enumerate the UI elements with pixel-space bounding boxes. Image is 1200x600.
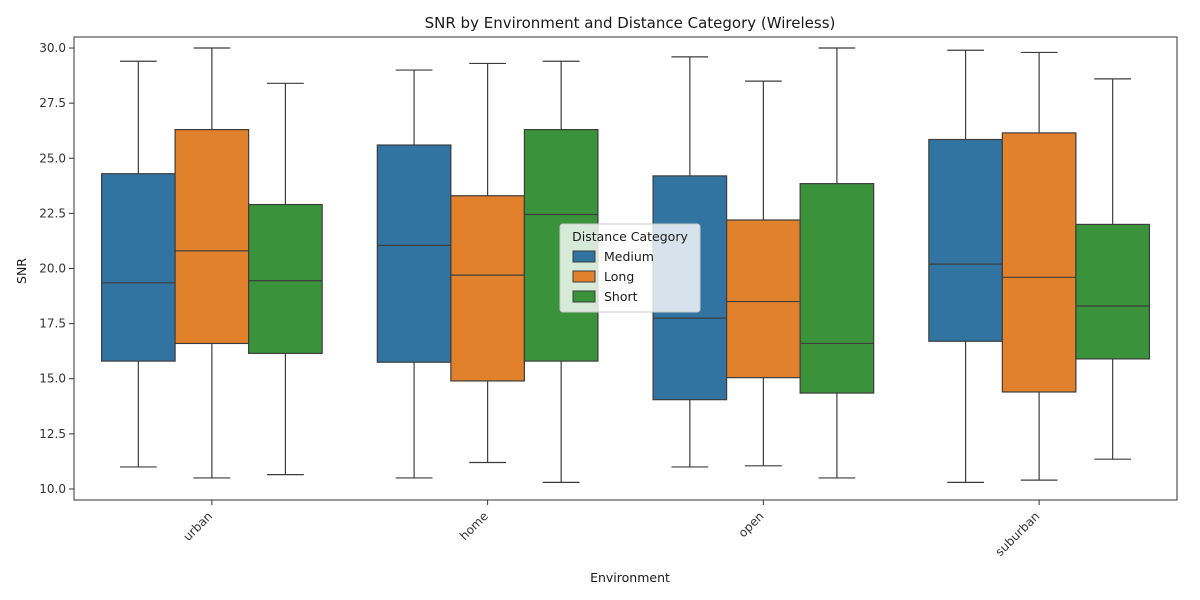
box-medium-home bbox=[376, 69, 452, 479]
box-long-suburban bbox=[1001, 51, 1077, 481]
box-long-open bbox=[726, 80, 801, 467]
legend-swatch-medium bbox=[572, 250, 596, 263]
y-tick-label: 27.5 bbox=[39, 96, 66, 110]
box-iqr bbox=[248, 203, 323, 354]
box-long-home bbox=[450, 62, 525, 464]
legend-swatch-long bbox=[572, 270, 596, 283]
box-short-open bbox=[799, 47, 875, 479]
legend-frame bbox=[559, 223, 701, 313]
x-tick-label: suburban bbox=[993, 509, 1043, 559]
chart-title: SNR by Environment and Distance Category… bbox=[425, 14, 836, 32]
legend-label-long: Long bbox=[604, 269, 634, 284]
box-plots bbox=[100, 47, 1151, 483]
x-tick-label: home bbox=[457, 509, 491, 543]
y-axis: 10.0 12.5 15.0 17.5 20.0 22.5 25.0 27.5 30.0 bbox=[39, 41, 74, 496]
box-iqr bbox=[928, 138, 1003, 342]
legend-title: Distance Category bbox=[572, 229, 688, 244]
box-short-suburban bbox=[1075, 78, 1151, 460]
box-iqr bbox=[174, 129, 250, 345]
x-axis-label: Environment bbox=[590, 570, 670, 585]
legend-swatch-short bbox=[572, 290, 596, 303]
legend: Distance Category Medium Long Short bbox=[559, 223, 701, 313]
box-iqr bbox=[726, 219, 801, 379]
box-iqr bbox=[1001, 132, 1077, 393]
y-tick-label: 30.0 bbox=[39, 41, 66, 55]
box-iqr bbox=[450, 195, 525, 382]
x-tick-label: open bbox=[736, 509, 767, 540]
y-tick-label: 15.0 bbox=[39, 372, 66, 386]
box-iqr bbox=[100, 173, 176, 362]
legend-label-medium: Medium bbox=[604, 249, 654, 264]
box-iqr bbox=[799, 183, 875, 394]
y-tick-label: 12.5 bbox=[39, 427, 66, 441]
y-tick-label: 22.5 bbox=[39, 206, 66, 220]
y-tick-label: 20.0 bbox=[39, 262, 66, 276]
y-tick-label: 17.5 bbox=[39, 317, 66, 331]
box-iqr bbox=[1075, 223, 1151, 360]
box-long-urban bbox=[174, 47, 250, 479]
legend-label-short: Short bbox=[604, 289, 638, 304]
y-axis-label: SNR bbox=[14, 258, 29, 284]
box-short-urban bbox=[248, 82, 323, 476]
y-tick-label: 25.0 bbox=[39, 151, 66, 165]
box-iqr bbox=[376, 144, 452, 363]
x-tick-label: urban bbox=[180, 509, 215, 544]
x-axis: urban home open suburban bbox=[180, 500, 1042, 559]
box-medium-urban bbox=[100, 60, 176, 468]
y-tick-label: 10.0 bbox=[39, 482, 66, 496]
box-medium-suburban bbox=[928, 49, 1003, 483]
